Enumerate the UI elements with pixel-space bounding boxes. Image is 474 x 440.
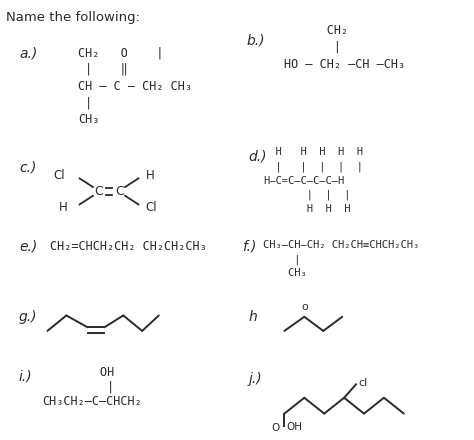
Text: |   |  |  |  |: | | | | |: [263, 161, 363, 172]
Text: j.): j.): [249, 372, 263, 386]
Text: g.): g.): [19, 310, 37, 324]
Text: |: |: [284, 41, 341, 54]
Text: |: |: [263, 255, 301, 265]
Text: H–C=C–C–C–C–H: H–C=C–C–C–C–H: [263, 176, 344, 186]
Text: d.): d.): [249, 150, 267, 164]
Text: |: |: [43, 381, 114, 394]
Text: C: C: [94, 185, 103, 198]
Text: |    ‖: | ‖: [78, 63, 128, 76]
Text: H: H: [59, 201, 68, 214]
Text: HO – CH₂ –CH –CH₃: HO – CH₂ –CH –CH₃: [284, 58, 406, 71]
Text: CH₃CH₂–C–CHCH₂: CH₃CH₂–C–CHCH₂: [43, 395, 142, 408]
Text: OH: OH: [43, 366, 114, 379]
Text: Cl: Cl: [146, 201, 157, 214]
Text: CH₂: CH₂: [284, 24, 348, 37]
Text: i.): i.): [19, 370, 33, 384]
Text: h: h: [249, 310, 257, 324]
Text: Name the following:: Name the following:: [6, 11, 140, 24]
Text: o: o: [301, 302, 308, 312]
Text: CH₃: CH₃: [78, 113, 100, 126]
Text: CH₃: CH₃: [263, 268, 307, 279]
Text: cl: cl: [358, 378, 368, 389]
Text: CH₃–CH–CH₂ CH₂CH≡CHCH₂CH₃: CH₃–CH–CH₂ CH₂CH≡CHCH₂CH₃: [263, 240, 419, 250]
Text: C: C: [115, 185, 124, 198]
Text: CH₂=CHCH₂CH₂ CH₂CH₂CH₃: CH₂=CHCH₂CH₂ CH₂CH₂CH₃: [50, 240, 207, 253]
Text: f.): f.): [242, 240, 256, 254]
Text: H  H  H: H H H: [263, 204, 351, 214]
Text: a.): a.): [19, 46, 37, 60]
Text: Cl: Cl: [54, 169, 65, 182]
Text: |  |  |: | | |: [263, 190, 351, 200]
Text: OH: OH: [287, 422, 303, 433]
Text: CH – C – CH₂ CH₃: CH – C – CH₂ CH₃: [78, 80, 192, 93]
Text: b.): b.): [246, 33, 265, 47]
Text: H: H: [146, 169, 155, 182]
Text: e.): e.): [19, 240, 37, 254]
Text: c.): c.): [19, 161, 36, 175]
Text: H   H  H  H  H: H H H H H: [263, 147, 363, 158]
Text: CH₂   O    |: CH₂ O |: [78, 46, 164, 59]
Text: O: O: [272, 423, 280, 433]
Text: |: |: [78, 96, 92, 110]
